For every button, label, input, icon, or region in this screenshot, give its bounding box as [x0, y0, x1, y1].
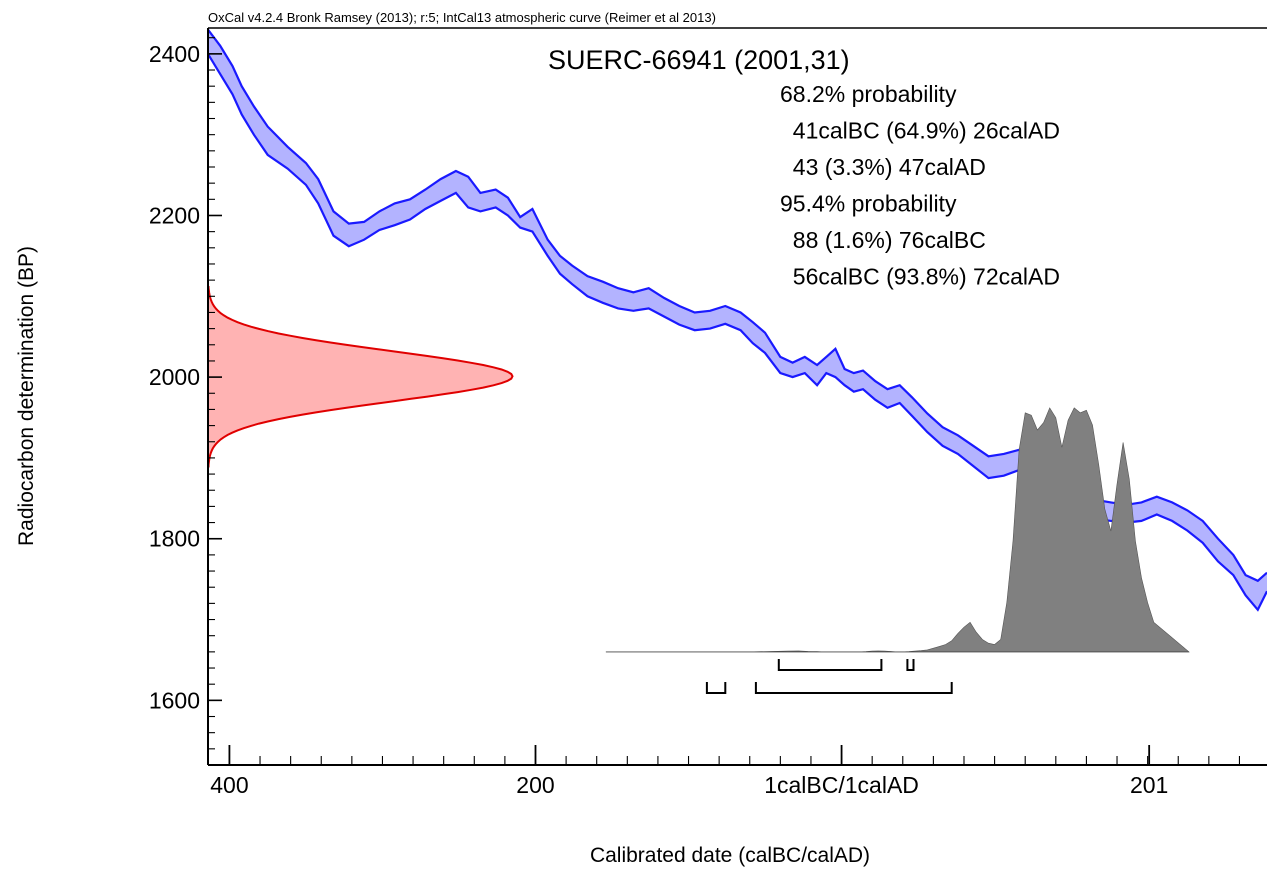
probability-text-block: 68.2% probability 41calBC (64.9%) 26calA… [780, 81, 1060, 290]
probability-line: 43 (3.3%) 47calAD [780, 154, 986, 180]
chart-header: OxCal v4.2.4 Bronk Ramsey (2013); r:5; I… [208, 10, 716, 25]
x-tick-label: 1calBC/1calAD [764, 772, 919, 798]
y-axis-label: Radiocarbon determination (BP) [15, 246, 38, 546]
x-tick-label: 200 [516, 772, 554, 798]
radiocarbon-distribution-area [208, 286, 513, 467]
hpd-95-range-0 [705, 682, 727, 694]
calibration-curve-band [208, 29, 1267, 610]
chart-title: SUERC-66941 (2001,31) [548, 45, 850, 75]
y-tick-label: 2200 [149, 202, 200, 228]
x-tick-label: 400 [210, 772, 248, 798]
hpd-68-range-1 [906, 659, 915, 671]
probability-line: 41calBC (64.9%) 26calAD [780, 118, 1060, 144]
y-tick-label: 2000 [149, 364, 200, 390]
y-tick-label: 1800 [149, 526, 200, 552]
y-tick-label: 2400 [149, 41, 200, 67]
probability-line: 56calBC (93.8%) 72calAD [780, 264, 1060, 290]
radiocarbon-distribution-outline [207, 286, 514, 468]
x-axis-label: Calibrated date (calBC/calAD) [590, 844, 870, 867]
hpd-68-range-0 [777, 659, 883, 671]
hpd-95-range-1 [754, 682, 953, 694]
x-tick-label: 201 [1130, 772, 1168, 798]
radiocarbon-distribution-layer [207, 286, 514, 468]
probability-line: 95.4% probability [780, 191, 957, 217]
calibrated-distribution-area [605, 407, 1190, 653]
y-tick-label: 1600 [149, 687, 200, 713]
probability-line: 88 (1.6%) 76calBC [780, 227, 986, 253]
calibration-curve-upper [207, 28, 1267, 583]
calibrated-distribution-layer [605, 407, 1190, 653]
hpd-ranges-layer [705, 659, 953, 694]
probability-line: 68.2% probability [780, 81, 957, 107]
axes-layer: 1600 1800 2000 2200 2400 400 200 1calBC/1calAD 2… [149, 27, 1267, 798]
